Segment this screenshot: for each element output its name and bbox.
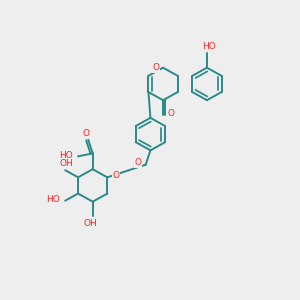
Text: O: O <box>83 129 90 138</box>
Text: HO: HO <box>59 151 73 160</box>
Text: OH: OH <box>84 219 98 228</box>
Text: HO: HO <box>202 42 216 51</box>
Text: O: O <box>113 171 120 180</box>
Text: O: O <box>134 158 141 167</box>
Text: OH: OH <box>59 159 73 168</box>
Text: HO: HO <box>46 196 60 205</box>
Text: O: O <box>167 109 174 118</box>
Text: O: O <box>153 63 160 72</box>
